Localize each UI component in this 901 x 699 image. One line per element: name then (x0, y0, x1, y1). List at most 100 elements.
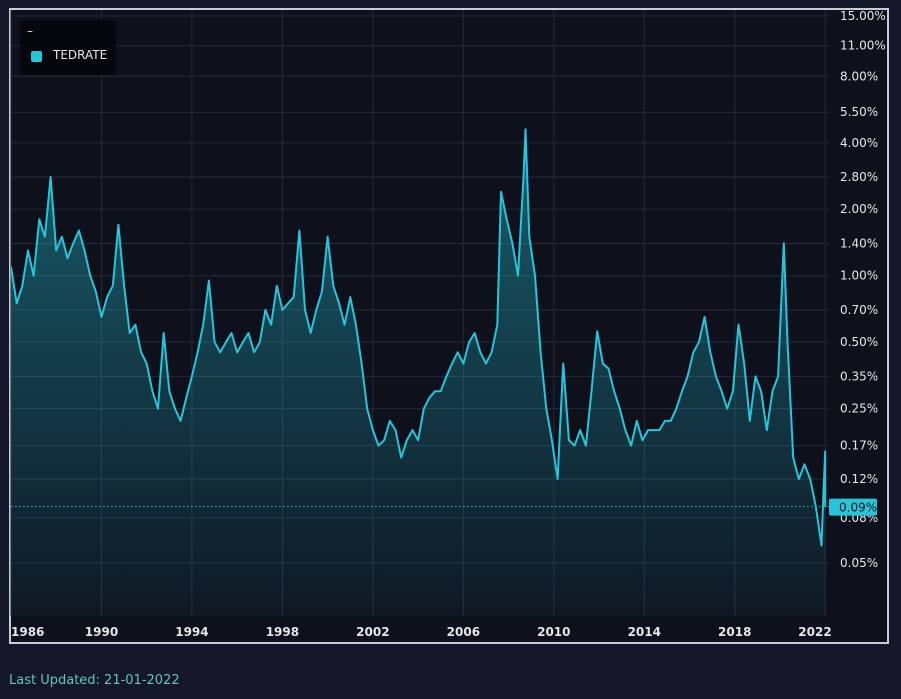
data-point[interactable] (551, 439, 553, 441)
data-point[interactable] (749, 420, 751, 422)
data-point[interactable] (72, 242, 74, 245)
data-point[interactable] (270, 324, 272, 326)
data-point[interactable] (123, 285, 125, 287)
data-point[interactable] (624, 429, 627, 431)
data-point[interactable] (27, 249, 29, 252)
data-point[interactable] (208, 280, 210, 282)
data-point[interactable] (786, 341, 789, 343)
data-point[interactable] (556, 478, 559, 480)
data-point[interactable] (355, 324, 357, 326)
data-point[interactable] (783, 242, 785, 245)
data-point[interactable] (146, 362, 148, 365)
data-point[interactable] (174, 408, 176, 410)
data-point[interactable] (534, 275, 536, 277)
data-point[interactable] (468, 341, 470, 343)
data-point[interactable] (106, 296, 108, 298)
data-point[interactable] (766, 429, 768, 431)
data-point[interactable] (585, 445, 587, 447)
data-point[interactable] (417, 439, 419, 441)
data-point[interactable] (517, 275, 519, 277)
data-point[interactable] (579, 429, 581, 431)
data-point[interactable] (824, 450, 826, 453)
data-point[interactable] (630, 445, 632, 447)
data-point[interactable] (462, 362, 464, 365)
data-point[interactable] (809, 478, 811, 480)
data-point[interactable] (726, 408, 728, 410)
data-point[interactable] (824, 506, 826, 508)
data-point[interactable] (219, 351, 221, 353)
data-point[interactable] (253, 351, 255, 353)
data-point[interactable] (590, 390, 593, 392)
data-point[interactable] (129, 332, 131, 334)
data-point[interactable] (653, 429, 655, 431)
data-point[interactable] (394, 429, 397, 431)
data-point[interactable] (230, 332, 233, 334)
data-point[interactable] (33, 275, 35, 277)
data-point[interactable] (743, 362, 745, 365)
data-point[interactable] (281, 309, 284, 311)
data-point[interactable] (377, 445, 380, 447)
data-point[interactable] (692, 351, 694, 353)
data-point[interactable] (78, 230, 80, 232)
data-point[interactable] (315, 309, 317, 311)
data-point[interactable] (55, 249, 57, 252)
data-point[interactable] (524, 128, 527, 130)
data-point[interactable] (647, 429, 649, 431)
data-point[interactable] (168, 390, 170, 392)
data-point[interactable] (117, 224, 120, 226)
data-point[interactable] (428, 397, 431, 399)
data-point[interactable] (95, 290, 97, 292)
data-point[interactable] (298, 230, 300, 232)
data-point[interactable] (383, 439, 385, 441)
data-point[interactable] (440, 390, 442, 392)
data-point[interactable] (681, 390, 683, 392)
data-point[interactable] (500, 191, 502, 193)
data-point[interactable] (247, 332, 250, 334)
data-point[interactable] (389, 420, 391, 422)
data-point[interactable] (332, 285, 334, 287)
data-point[interactable] (38, 218, 40, 220)
data-point[interactable] (445, 375, 447, 377)
data-point[interactable] (704, 316, 706, 318)
data-point[interactable] (349, 296, 351, 298)
data-point[interactable] (276, 285, 278, 287)
data-point[interactable] (242, 341, 244, 343)
data-point[interactable] (202, 324, 204, 326)
data-point[interactable] (573, 445, 576, 447)
data-point[interactable] (451, 362, 453, 365)
data-point[interactable] (66, 257, 69, 259)
data-point[interactable] (596, 330, 598, 332)
data-point[interactable] (321, 290, 323, 292)
data-point[interactable] (10, 265, 12, 268)
data-point[interactable] (491, 351, 493, 353)
data-point[interactable] (474, 332, 476, 334)
data-point[interactable] (641, 439, 644, 441)
data-point[interactable] (304, 309, 306, 311)
data-point[interactable] (709, 351, 711, 353)
data-point[interactable] (21, 285, 23, 287)
data-point[interactable] (670, 420, 672, 422)
data-point[interactable] (434, 390, 436, 392)
data-point[interactable] (134, 324, 136, 326)
data-point[interactable] (406, 439, 408, 441)
data-point[interactable] (485, 362, 487, 365)
data-point[interactable] (49, 176, 52, 178)
legend-swatch-tedrate[interactable] (31, 51, 42, 62)
data-point[interactable] (636, 420, 638, 422)
data-point[interactable] (327, 236, 329, 238)
data-point[interactable] (602, 362, 604, 365)
data-point[interactable] (798, 478, 800, 480)
data-point[interactable] (157, 408, 159, 410)
data-point[interactable] (400, 457, 402, 459)
data-point[interactable] (61, 236, 63, 238)
data-point[interactable] (540, 351, 542, 353)
data-point[interactable] (163, 332, 165, 334)
data-point[interactable] (16, 302, 18, 304)
data-point[interactable] (754, 375, 757, 377)
data-point[interactable] (287, 302, 289, 304)
data-point[interactable] (185, 397, 187, 399)
data-point[interactable] (196, 351, 199, 353)
data-point[interactable] (191, 375, 193, 377)
data-point[interactable] (344, 324, 346, 326)
